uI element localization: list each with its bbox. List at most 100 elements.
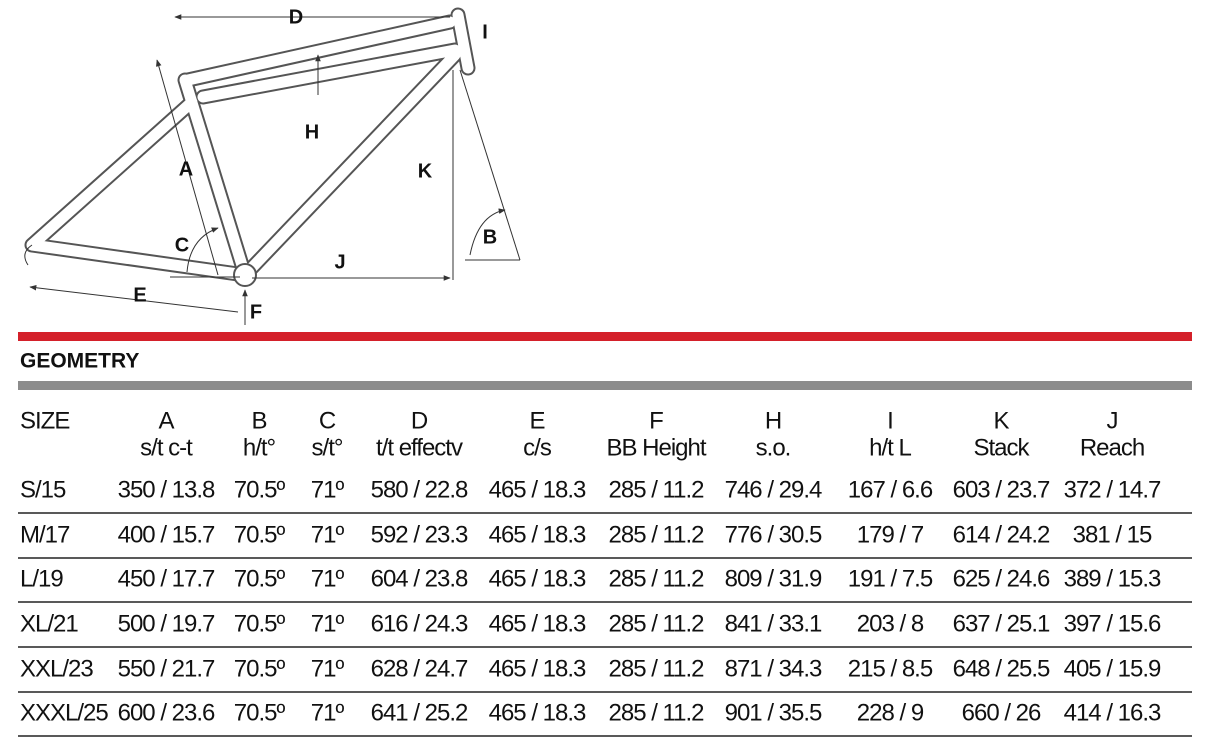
table-cell: 285 / 11.2	[609, 655, 705, 682]
table-cell: 285 / 11.2	[609, 476, 705, 503]
table-cell: 400 / 15.7	[118, 521, 215, 548]
section-title: GEOMETRY	[20, 350, 139, 373]
table-cell: 70.5º	[234, 699, 286, 726]
header-name: h/t°	[243, 434, 276, 461]
table-cell: 465 / 18.3	[489, 699, 586, 726]
table-cell: 628 / 24.7	[371, 655, 468, 682]
table-cell: 616 / 24.3	[371, 610, 468, 637]
table-cell: 776 / 30.5	[725, 521, 822, 548]
diagram-label: E	[133, 284, 146, 306]
table-cell: M/17	[20, 521, 70, 548]
table-cell: 167 / 6.6	[848, 476, 933, 503]
diagram-label: J	[334, 251, 345, 273]
table-cell: 71º	[311, 699, 345, 726]
diagram-label: C	[175, 234, 189, 256]
table-cell: 228 / 9	[857, 699, 924, 726]
header-name: t/t effectv	[376, 434, 463, 461]
header-name: s.o.	[756, 434, 791, 461]
table-cell: 70.5º	[234, 655, 286, 682]
header-code: E	[529, 407, 544, 434]
header-name: Reach	[1080, 434, 1144, 461]
table-cell: 637 / 25.1	[953, 610, 1050, 637]
table-cell: 70.5º	[234, 610, 286, 637]
table-cell: 600 / 23.6	[118, 699, 215, 726]
diagram-label: H	[305, 121, 319, 143]
table-cell: XXL/23	[20, 655, 93, 682]
header-name: s/t c-t	[140, 434, 193, 461]
table-cell: 70.5º	[234, 565, 286, 592]
table-cell: 414 / 16.3	[1064, 699, 1161, 726]
bike-frame	[24, 7, 476, 287]
table-cell: 871 / 34.3	[725, 655, 822, 682]
table-cell: 285 / 11.2	[609, 565, 705, 592]
header-code: I	[887, 407, 893, 434]
diagram-label: I	[482, 21, 488, 43]
header-code: C	[319, 407, 336, 434]
table-cell: 603 / 23.7	[953, 476, 1050, 503]
header-code: J	[1107, 407, 1118, 434]
table-cell: 71º	[311, 655, 345, 682]
table-cell: 179 / 7	[857, 521, 924, 548]
table-cell: 71º	[311, 521, 345, 548]
table-cell: 71º	[311, 476, 345, 503]
table-cell: XL/21	[20, 610, 78, 637]
table-cell: 285 / 11.2	[609, 521, 705, 548]
table-cell: 191 / 7.5	[848, 565, 933, 592]
diagram-label: D	[289, 6, 303, 28]
diagram-label: K	[418, 160, 433, 182]
header-name: h/t L	[869, 434, 911, 461]
header-code: A	[158, 407, 174, 434]
header-code: H	[765, 407, 781, 434]
table-cell: 648 / 25.5	[953, 655, 1050, 682]
table-cell: XXXL/25	[20, 699, 108, 726]
table-cell: 405 / 15.9	[1064, 655, 1161, 682]
red-bar	[18, 332, 1192, 341]
table-cell: 203 / 8	[857, 610, 924, 637]
table-cell: 465 / 18.3	[489, 565, 586, 592]
table-cell: 465 / 18.3	[489, 476, 586, 503]
diagram-label: B	[483, 226, 497, 248]
table-cell: 350 / 13.8	[118, 476, 215, 503]
header-name: s/t°	[312, 434, 343, 461]
table-cell: 592 / 23.3	[371, 521, 468, 548]
table-cell: 841 / 33.1	[725, 610, 822, 637]
table-cell: 285 / 11.2	[609, 610, 705, 637]
table-cell: 71º	[311, 610, 345, 637]
header-code: SIZE	[20, 407, 69, 434]
table-cell: 389 / 15.3	[1064, 565, 1161, 592]
header-code: B	[251, 407, 266, 434]
header-name: BB Height	[606, 434, 706, 461]
diagram-label: A	[179, 158, 193, 180]
table-cell: 465 / 18.3	[489, 610, 586, 637]
table-cell: 70.5º	[234, 476, 286, 503]
table-cell: 381 / 15	[1073, 521, 1152, 548]
table-cell: 550 / 21.7	[118, 655, 215, 682]
table-cell: 500 / 19.7	[118, 610, 215, 637]
table-cell: 604 / 23.8	[371, 565, 468, 592]
gray-bar	[18, 381, 1192, 390]
table-cell: 397 / 15.6	[1064, 610, 1161, 637]
table-cell: 71º	[311, 565, 345, 592]
table-cell: 465 / 18.3	[489, 655, 586, 682]
header-code: D	[411, 407, 428, 434]
table-cell: 465 / 18.3	[489, 521, 586, 548]
header-name: Stack	[973, 434, 1030, 461]
table-cell: 641 / 25.2	[371, 699, 468, 726]
header-code: F	[649, 407, 663, 434]
diagram-label: F	[250, 301, 262, 323]
table-cell: S/15	[20, 476, 66, 503]
table-cell: 215 / 8.5	[848, 655, 933, 682]
table-cell: 70.5º	[234, 521, 286, 548]
table-cell: L/19	[20, 565, 63, 592]
table-cell: 625 / 24.6	[953, 565, 1050, 592]
header-name: c/s	[523, 434, 552, 461]
table-cell: 614 / 24.2	[953, 521, 1050, 548]
table-cell: 809 / 31.9	[725, 565, 822, 592]
table-cell: 450 / 17.7	[118, 565, 215, 592]
table-cell: 580 / 22.8	[371, 476, 468, 503]
table-cell: 660 / 26	[962, 699, 1041, 726]
header-code: K	[993, 407, 1009, 434]
table-cell: 285 / 11.2	[609, 699, 705, 726]
table-cell: 746 / 29.4	[725, 476, 822, 503]
